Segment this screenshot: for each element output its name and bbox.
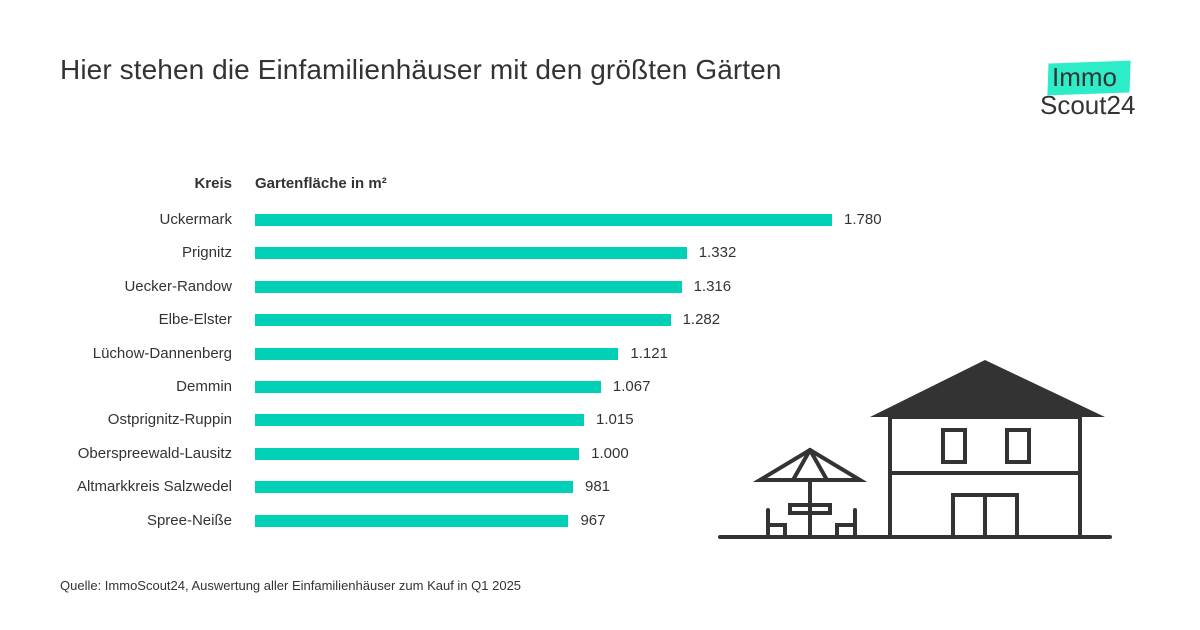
chart-title: Hier stehen die Einfamilienhäuser mit de… bbox=[60, 54, 782, 85]
bar bbox=[255, 414, 585, 427]
window-right bbox=[1005, 428, 1031, 464]
category-label: Spree-Neiße bbox=[146, 511, 232, 529]
bar-row: Elbe-Elster 1.282 bbox=[0, 310, 1200, 330]
category-label: Ostprignitz-Ruppin bbox=[107, 411, 232, 429]
value-label: 1.000 bbox=[591, 444, 629, 462]
bar-row: Demmin 1.067 bbox=[0, 377, 1200, 397]
bar bbox=[255, 247, 687, 260]
value-label: 1.332 bbox=[698, 244, 737, 262]
category-label: Uecker-Randow bbox=[124, 277, 232, 295]
immoscout24-logo: Immo Scout24 bbox=[1036, 60, 1146, 124]
bar-row: Ostprignitz-Ruppin 1.015 bbox=[0, 410, 1200, 430]
bar bbox=[255, 280, 682, 293]
umbrella bbox=[752, 447, 868, 482]
value-label: 1.282 bbox=[682, 311, 721, 329]
bar bbox=[255, 514, 569, 527]
value-label: 1.067 bbox=[612, 378, 651, 395]
value-label: 1.316 bbox=[693, 277, 732, 295]
value-label: 1.015 bbox=[596, 411, 634, 429]
bar-row: Prignitz 1.332 bbox=[0, 243, 1200, 263]
category-label: Altmarkkreis Salzwedel bbox=[76, 478, 232, 496]
category-label: Oberspreewald-Lausitz bbox=[77, 444, 232, 462]
category-label: Uckermark bbox=[159, 211, 232, 228]
bar bbox=[255, 314, 671, 327]
bar-row: Spree-Neiße 967 bbox=[0, 511, 1200, 531]
bar-row: Altmarkkreis Salzwedel 981 bbox=[0, 477, 1200, 497]
category-label: Elbe-Elster bbox=[158, 311, 232, 329]
category-label: Prignitz bbox=[181, 244, 232, 262]
house-illustration-icon bbox=[718, 360, 1112, 539]
value-label: 1.780 bbox=[844, 211, 882, 228]
bar-row: Oberspreewald-Lausitz 1.000 bbox=[0, 444, 1200, 464]
source-note: Quelle: ImmoScout24, Auswertung aller Ei… bbox=[60, 578, 522, 593]
logo-line1: Immo bbox=[1052, 62, 1117, 92]
bar bbox=[255, 214, 832, 226]
bar-row: Lüchow-Dannenberg 1.121 bbox=[0, 344, 1200, 364]
category-label: Demmin bbox=[176, 378, 232, 395]
bar-row: Uecker-Randow 1.316 bbox=[0, 277, 1200, 297]
window-left bbox=[941, 428, 967, 464]
value-label: 1.121 bbox=[630, 344, 668, 362]
bar bbox=[255, 481, 573, 494]
value-label: 981 bbox=[584, 478, 611, 496]
value-label: 967 bbox=[580, 511, 606, 529]
logo-line2: Scout24 bbox=[1040, 90, 1136, 120]
roof bbox=[870, 360, 1105, 417]
value-header: Gartenfläche in m² bbox=[255, 175, 387, 192]
category-header: Kreis bbox=[194, 175, 232, 192]
bar bbox=[255, 347, 619, 360]
bar-row: Uckermark 1.780 bbox=[0, 210, 1200, 230]
category-label: Lüchow-Dannenberg bbox=[92, 344, 232, 362]
bar bbox=[255, 381, 601, 393]
bar bbox=[255, 447, 580, 460]
